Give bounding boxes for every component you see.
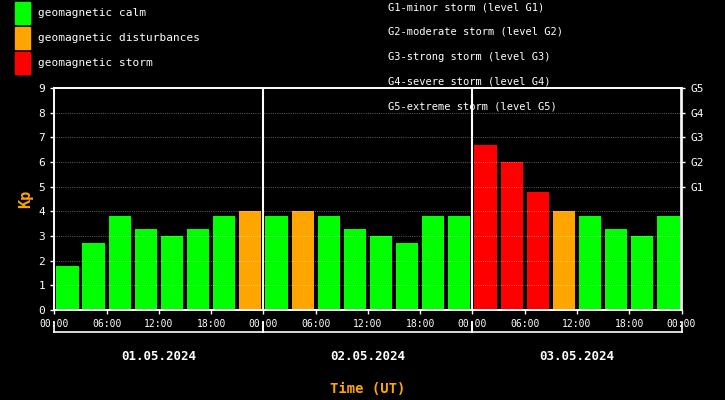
Text: Time (UT): Time (UT) <box>331 382 405 396</box>
Bar <box>579 216 601 310</box>
Text: geomagnetic calm: geomagnetic calm <box>38 8 146 18</box>
Bar <box>396 243 418 310</box>
Text: G2-moderate storm (level G2): G2-moderate storm (level G2) <box>388 27 563 37</box>
Bar <box>265 216 288 310</box>
Bar <box>448 216 471 310</box>
Text: G3-strong storm (level G3): G3-strong storm (level G3) <box>388 52 550 62</box>
Bar <box>109 216 130 310</box>
Bar <box>526 192 549 310</box>
Bar <box>370 236 392 310</box>
Y-axis label: Kp: Kp <box>18 190 33 208</box>
Bar <box>422 216 444 310</box>
Text: G4-severe storm (level G4): G4-severe storm (level G4) <box>388 76 550 86</box>
Bar <box>57 266 78 310</box>
Bar <box>552 211 575 310</box>
Text: 03.05.2024: 03.05.2024 <box>539 350 615 363</box>
Bar <box>135 229 157 310</box>
Bar <box>161 236 183 310</box>
Text: 01.05.2024: 01.05.2024 <box>121 350 196 363</box>
Bar <box>318 216 340 310</box>
Bar <box>213 216 236 310</box>
Bar <box>658 216 679 310</box>
Bar <box>500 162 523 310</box>
Bar <box>474 145 497 310</box>
Text: 02.05.2024: 02.05.2024 <box>331 350 405 363</box>
Bar <box>291 211 314 310</box>
Bar <box>631 236 653 310</box>
Bar <box>83 243 104 310</box>
Text: G5-extreme storm (level G5): G5-extreme storm (level G5) <box>388 101 557 111</box>
Text: geomagnetic storm: geomagnetic storm <box>38 58 152 68</box>
Bar <box>344 229 366 310</box>
Bar <box>187 229 210 310</box>
Text: G1-minor storm (level G1): G1-minor storm (level G1) <box>388 2 544 12</box>
Bar <box>239 211 262 310</box>
Bar <box>605 229 627 310</box>
Text: geomagnetic disturbances: geomagnetic disturbances <box>38 33 199 43</box>
